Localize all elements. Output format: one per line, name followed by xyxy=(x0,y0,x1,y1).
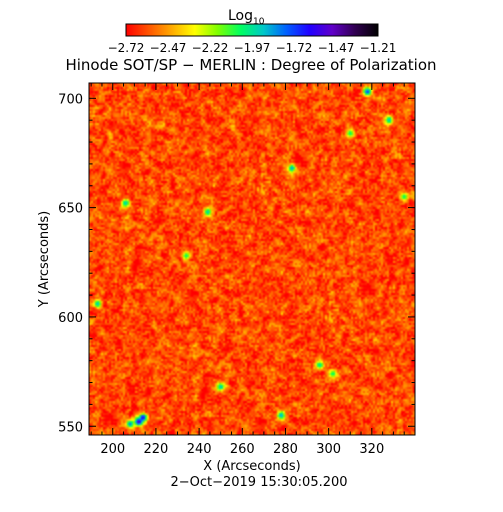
heatmap-image xyxy=(89,83,415,435)
colorbar-ticks: −2.72 −2.47 −2.22 −1.97 −1.72 −1.47 −1.21 xyxy=(108,41,397,55)
colorbar-tick-label: −1.97 xyxy=(234,41,271,55)
x-tick-label: 260 xyxy=(230,442,255,457)
x-tick-label: 300 xyxy=(316,442,341,457)
x-axis-label: X (Arcseconds) xyxy=(203,459,300,474)
y-tick-label: 700 xyxy=(58,92,83,107)
timestamp: 2−Oct−2019 15:30:05.200 xyxy=(170,475,347,490)
colorbar-label: Log10 xyxy=(228,8,265,27)
colorbar: Log10 −2.72 −2.47 −2.22 −1.97 −1.72 −1.47 −1.2… xyxy=(108,8,397,55)
heatmap xyxy=(89,83,415,435)
y-axis-ticks: 550 600 650 700 xyxy=(58,92,415,435)
colorbar-tick-label: −1.47 xyxy=(318,41,355,55)
colorbar-tick-label: −1.21 xyxy=(360,41,397,55)
y-axis-label: Y (Arcseconds) xyxy=(37,211,52,308)
colorbar-tick-label: −1.72 xyxy=(276,41,313,55)
y-tick-label: 650 xyxy=(58,202,83,217)
colorbar-tick-label: −2.47 xyxy=(150,41,187,55)
y-tick-label: 550 xyxy=(58,420,83,435)
colorbar-tick-label: −2.72 xyxy=(108,41,145,55)
x-tick-label: 240 xyxy=(187,442,212,457)
colorbar-gradient xyxy=(125,23,379,37)
colorbar-tick-label: −2.22 xyxy=(192,41,229,55)
plot-frame xyxy=(88,82,416,436)
x-tick-label: 280 xyxy=(273,442,298,457)
x-tick-label: 220 xyxy=(144,442,169,457)
chart-title: Hinode SOT/SP − MERLIN : Degree of Polar… xyxy=(65,56,436,74)
y-tick-label: 600 xyxy=(58,311,83,326)
x-axis-ticks: 200 220 240 260 280 300 320 xyxy=(90,83,405,457)
x-tick-label: 200 xyxy=(100,442,125,457)
x-tick-label: 320 xyxy=(359,442,384,457)
